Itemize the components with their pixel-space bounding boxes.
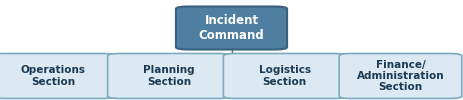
Text: Planning
Section: Planning Section bbox=[143, 65, 195, 87]
FancyBboxPatch shape bbox=[339, 54, 462, 98]
FancyBboxPatch shape bbox=[176, 6, 287, 50]
Text: Finance/
Administration
Section: Finance/ Administration Section bbox=[357, 60, 444, 92]
FancyBboxPatch shape bbox=[223, 54, 346, 98]
FancyBboxPatch shape bbox=[0, 54, 115, 98]
Text: Incident
Command: Incident Command bbox=[199, 14, 264, 42]
Text: Operations
Section: Operations Section bbox=[21, 65, 86, 87]
FancyBboxPatch shape bbox=[108, 54, 231, 98]
Text: Logistics
Section: Logistics Section bbox=[259, 65, 311, 87]
